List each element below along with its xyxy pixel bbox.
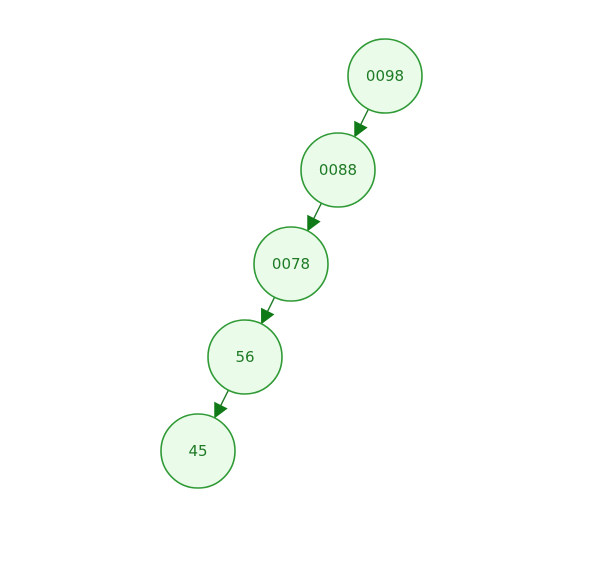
edge-n0098-to-n0088 <box>360 108 370 125</box>
edge-n0078-to-n56 <box>266 296 276 312</box>
node-label: 0098 <box>366 67 404 85</box>
edge-n0088-to-n0078 <box>313 202 323 219</box>
node-label: 0078 <box>272 255 310 273</box>
tree-node-n0088: 0088 <box>300 132 376 208</box>
tree-node-n0098: 0098 <box>347 38 423 114</box>
arrowhead-n0078 <box>307 214 321 232</box>
arrowhead-n56 <box>261 307 275 325</box>
node-circle <box>300 132 376 208</box>
edges <box>214 108 370 419</box>
nodes: 0098 0088 0078 56 45 <box>160 38 423 489</box>
arrowhead-n45 <box>214 401 228 419</box>
tree-node-n56: 56 <box>207 319 283 395</box>
arrowhead-n0088 <box>354 120 368 138</box>
tree-node-n45: 45 <box>160 413 236 489</box>
node-circle <box>347 38 423 114</box>
node-label: 45 <box>188 442 207 460</box>
node-circle <box>160 413 236 489</box>
node-label: 56 <box>235 348 254 366</box>
node-label: 0088 <box>319 161 357 179</box>
tree-node-n0078: 0078 <box>253 226 329 302</box>
node-circle <box>207 319 283 395</box>
edge-n56-to-n45 <box>220 389 230 406</box>
node-circle <box>253 226 329 302</box>
